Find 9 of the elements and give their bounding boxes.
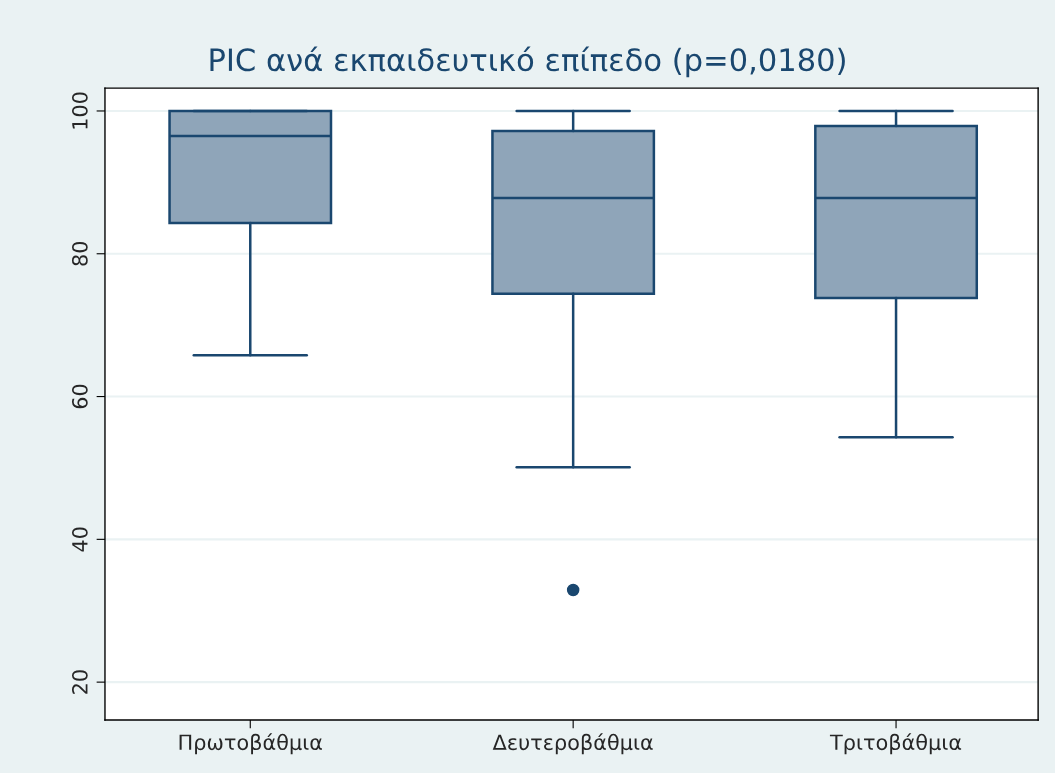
chart-title: PIC ανά εκπαιδευτικό επίπεδο (p=0,0180) xyxy=(210,46,845,78)
x-tick-label: Τριτοβάθμια xyxy=(829,733,962,755)
y-tick-label: 80 xyxy=(71,241,88,266)
y-tick-label: 100 xyxy=(71,92,88,129)
y-tick-label: 40 xyxy=(71,527,88,552)
x-tick-label: Δευτεροβάθμια xyxy=(492,733,653,755)
x-tick-label: Πρωτοβάθμια xyxy=(179,733,322,755)
y-tick-label: 20 xyxy=(71,670,88,694)
y-tick-label: 60 xyxy=(71,384,88,409)
